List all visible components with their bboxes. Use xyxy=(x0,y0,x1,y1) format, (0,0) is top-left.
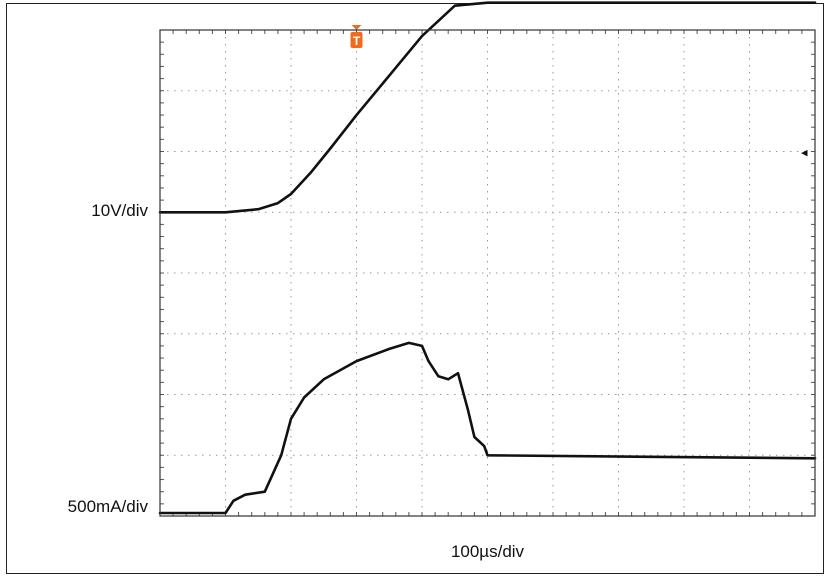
trigger-arrow xyxy=(351,25,362,30)
trigger-marker: T xyxy=(350,25,363,48)
markers: T◂ xyxy=(350,25,808,161)
figure-frame xyxy=(6,3,824,574)
trigger-letter: T xyxy=(353,34,361,48)
reference-level-marker: ◂ xyxy=(801,146,808,161)
series-line-1 xyxy=(158,1,817,214)
series-line-2 xyxy=(158,341,817,515)
channel2-scale-label: 500mA/div xyxy=(67,497,148,516)
plot-border xyxy=(159,29,816,517)
grid xyxy=(159,29,816,517)
time-scale-label: 100µs/div xyxy=(450,542,525,561)
trigger-box xyxy=(350,32,363,48)
traces xyxy=(158,1,817,515)
channel1-scale-label: 10V/div xyxy=(91,201,148,220)
